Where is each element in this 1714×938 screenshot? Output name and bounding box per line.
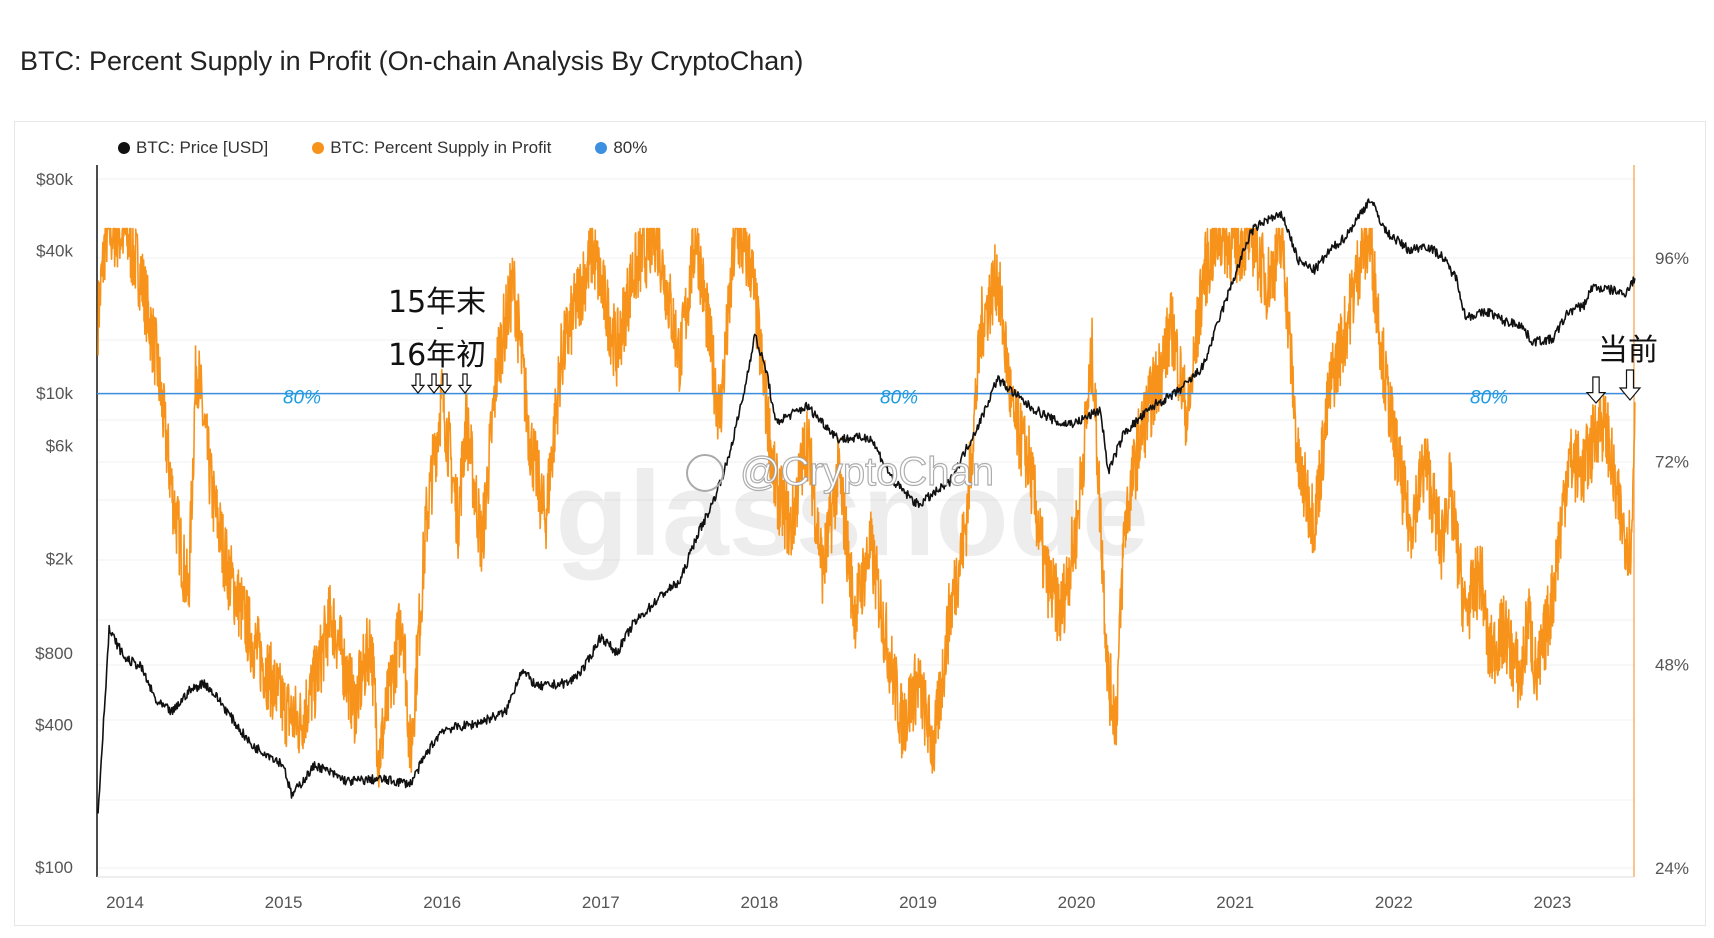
down-arrow-icon (1585, 376, 1607, 404)
x-tick-label: 2023 (1533, 893, 1571, 912)
percent-supply-line (97, 227, 1636, 788)
legend-item-price[interactable]: BTC: Price [USD] (118, 138, 268, 158)
left-tick-label: $400 (35, 715, 73, 734)
weibo-logo-icon (686, 454, 724, 492)
left-tick-label: $2k (46, 550, 74, 569)
x-tick-label: 2021 (1216, 893, 1254, 912)
x-tick-label: 2015 (265, 893, 303, 912)
threshold-label: 80% (880, 388, 918, 409)
down-arrow-icon (457, 373, 473, 394)
legend-label: BTC: Price [USD] (136, 138, 269, 157)
chart-title: BTC: Percent Supply in Profit (On-chain … (20, 46, 804, 76)
legend-item-percent[interactable]: BTC: Percent Supply in Profit (312, 138, 551, 158)
right-tick-label: 24% (1655, 859, 1689, 878)
x-tick-label: 2016 (423, 893, 461, 912)
x-tick-label: 2020 (1058, 893, 1096, 912)
threshold-label: 80% (1470, 388, 1508, 409)
legend-label: BTC: Percent Supply in Profit (330, 138, 552, 157)
right-tick-label: 48% (1655, 656, 1689, 675)
annotation-dash: - (436, 315, 444, 340)
down-arrow-icon (1618, 369, 1642, 401)
down-arrow-icon (437, 373, 453, 394)
x-tick-label: 2019 (899, 893, 937, 912)
chart-card (14, 121, 1706, 926)
legend-dot-icon (312, 142, 325, 154)
annotation-period-start: 15年末 (388, 285, 486, 320)
left-tick-label: $10k (36, 384, 73, 403)
left-tick-label: $80k (36, 170, 73, 189)
x-tick-label: 2017 (582, 893, 620, 912)
legend: BTC: Price [USD] BTC: Percent Supply in … (118, 138, 647, 158)
left-tick-label: $40k (36, 241, 73, 260)
legend-label: 80% (613, 138, 648, 157)
down-arrow-icon (410, 373, 426, 394)
credit-watermark: @CryptoChan (740, 450, 994, 494)
x-tick-label: 2022 (1375, 893, 1413, 912)
btc-price-line (97, 198, 1636, 814)
annotation-period-end: 16年初 (388, 338, 486, 373)
left-tick-label: $6k (46, 437, 74, 456)
right-tick-label: 96% (1655, 249, 1689, 268)
left-tick-label: $800 (35, 644, 73, 663)
legend-item-threshold[interactable]: 80% (595, 138, 647, 158)
legend-dot-icon (118, 142, 130, 154)
down-arrow-icon (426, 373, 442, 394)
right-tick-label: 72% (1655, 452, 1689, 471)
threshold-label: 80% (283, 388, 321, 409)
annotation-current: 当前 (1598, 333, 1658, 368)
left-tick-label: $100 (35, 858, 73, 877)
x-tick-label: 2014 (106, 893, 144, 912)
legend-dot-icon (595, 142, 608, 154)
x-tick-label: 2018 (740, 893, 778, 912)
